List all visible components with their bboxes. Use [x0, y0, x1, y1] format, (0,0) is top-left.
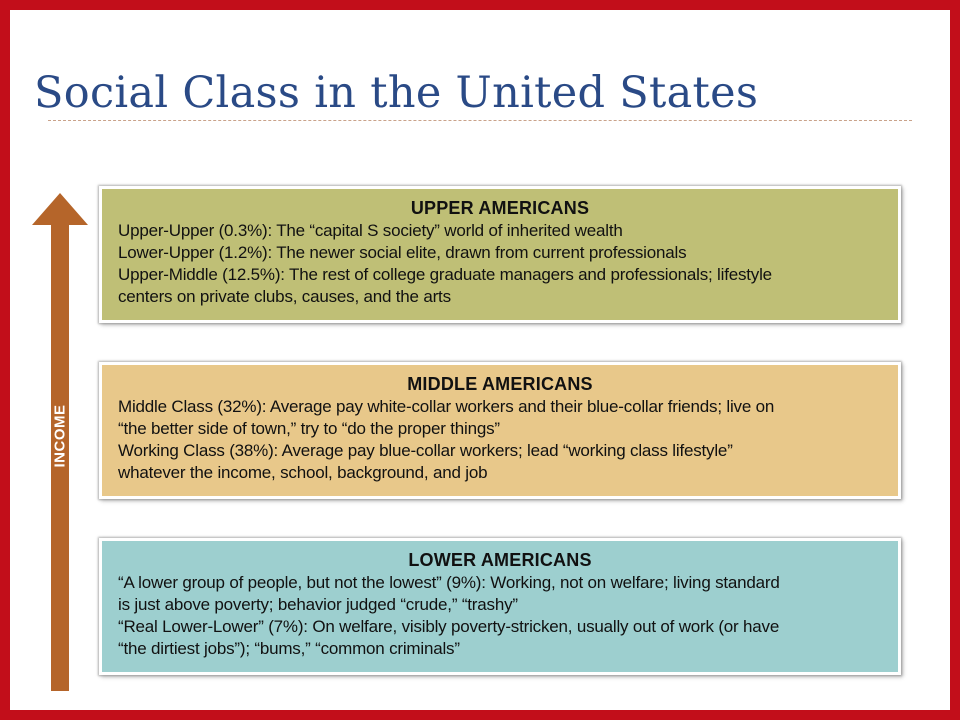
income-arrow-shape — [32, 193, 88, 691]
up-arrow-icon — [32, 193, 88, 691]
tier-description-list: “A lower group of people, but not the lo… — [118, 572, 882, 660]
tier-line: “A lower group of people, but not the lo… — [118, 573, 780, 592]
tier-middle-americans: MIDDLE AMERICANS Middle Class (32%): Ave… — [99, 362, 901, 499]
tier-line: “the better side of town,” try to “do th… — [118, 419, 500, 438]
tier-heading: UPPER AMERICANS — [410, 198, 590, 218]
tier-heading: MIDDLE AMERICANS — [407, 374, 593, 394]
tier-line: Lower-Upper (1.2%): The newer social eli… — [118, 243, 687, 262]
tier-line: Upper-Middle (12.5%): The rest of colleg… — [118, 265, 772, 284]
tier-line: is just above poverty; behavior judged “… — [118, 595, 518, 614]
tier-line: centers on private clubs, causes, and th… — [118, 287, 451, 306]
tier-line: Middle Class (32%): Average pay white-co… — [118, 397, 775, 416]
tier-heading: LOWER AMERICANS — [408, 550, 592, 570]
tier-line: Upper-Upper (0.3%): The “capital S socie… — [118, 221, 623, 240]
tier-lower-americans: LOWER AMERICANS “A lower group of people… — [99, 538, 901, 675]
tier-line: whatever the income, school, background,… — [118, 463, 488, 482]
tier-line: “Real Lower-Lower” (7%): On welfare, vis… — [118, 617, 780, 636]
tier-description-list: Middle Class (32%): Average pay white-co… — [118, 396, 882, 484]
title-divider — [48, 120, 912, 121]
tier-line: Working Class (38%): Average pay blue-co… — [118, 441, 733, 460]
slide-content: Social Class in the United States INCOME… — [10, 10, 950, 710]
income-axis-label: INCOME — [51, 404, 69, 468]
tier-upper-americans: UPPER AMERICANS Upper-Upper (0.3%): The … — [99, 186, 901, 323]
tier-line: “the dirtiest jobs”); “bums,” “common cr… — [118, 639, 460, 658]
page-title: Social Class in the United States — [34, 68, 759, 118]
tier-description-list: Upper-Upper (0.3%): The “capital S socie… — [118, 220, 882, 308]
